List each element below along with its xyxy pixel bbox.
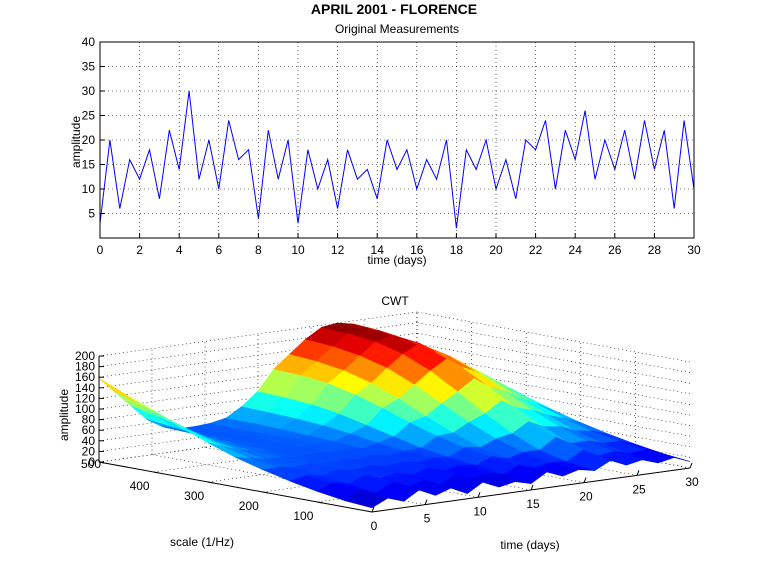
time-tick-label: 25 — [632, 482, 646, 496]
line-plot: Original Measurements 0 2 4 6 8 10 12 14 16 18 20 2… — [69, 22, 701, 267]
time-tick-mark — [530, 484, 534, 491]
x-tick-label: 24 — [569, 243, 583, 257]
time-tick-mark — [689, 462, 693, 469]
surface-plot-title: CWT — [381, 294, 409, 308]
time-tick-label: 20 — [579, 490, 593, 504]
time-tick-mark — [477, 492, 481, 498]
line-plot-title: Original Measurements — [335, 22, 459, 36]
time-tick-mark — [424, 499, 428, 505]
time-tick-mark — [636, 470, 640, 476]
surface-plot-ticks: 0510152025301002003004005000204060801001… — [75, 349, 699, 533]
surface-plot-surface — [98, 322, 691, 509]
amplitude-tick-label: 120 — [75, 391, 95, 405]
amplitude-tick-label: 100 — [75, 402, 95, 416]
time-tick-mark — [583, 477, 587, 483]
x-tick-label: 12 — [331, 243, 345, 257]
time-tick-label: 5 — [424, 512, 431, 526]
line-plot-series — [99, 90, 695, 229]
x-tick-label: 2 — [136, 243, 143, 257]
x-tick-label: 8 — [255, 243, 262, 257]
scale-tick-mark — [317, 501, 323, 504]
y-tick-label: 20 — [82, 133, 96, 147]
line-plot-xlabel: time (days) — [367, 253, 426, 267]
x-tick-label: 16 — [410, 243, 424, 257]
scale-tick-label: 100 — [293, 509, 313, 523]
surface-plot: CWT 051015202530100200300400500020406080… — [57, 294, 699, 552]
line-plot-grid — [100, 42, 694, 238]
y-tick-label: 5 — [88, 207, 95, 221]
scale-tick-mark — [153, 471, 159, 474]
time-tick-label: 0 — [371, 519, 378, 533]
x-tick-label: 28 — [648, 243, 662, 257]
amplitude-tick-label: 180 — [75, 360, 95, 374]
figure-title: APRIL 2001 - FLORENCE — [311, 1, 477, 17]
x-tick-label: 22 — [529, 243, 543, 257]
y-tick-label: 10 — [82, 182, 96, 196]
x-tick-label: 20 — [489, 243, 503, 257]
x-tick-label: 0 — [97, 243, 104, 257]
wall-grid-line — [98, 343, 418, 389]
time-tick-label: 10 — [473, 504, 487, 518]
x-tick-label: 26 — [608, 243, 622, 257]
surface-plot-ylabel: scale (1/Hz) — [170, 535, 234, 549]
amplitude-tick-label: 40 — [82, 434, 96, 448]
x-tick-label: 14 — [371, 243, 385, 257]
scale-tick-label: 300 — [184, 489, 204, 503]
amplitude-tick-label: 200 — [75, 349, 95, 363]
amplitude-tick-label: 160 — [75, 370, 95, 384]
wall-grid-line — [98, 354, 418, 399]
time-tick-label: 30 — [685, 475, 699, 489]
amplitude-tick-label: 80 — [82, 413, 96, 427]
y-tick-label: 30 — [82, 84, 96, 98]
y-tick-label: 25 — [82, 109, 96, 123]
scale-tick-label: 500 — [81, 457, 101, 471]
y-tick-label: 40 — [82, 35, 96, 49]
time-tick-label: 15 — [526, 497, 540, 511]
wall-grid-line — [98, 311, 418, 357]
surface-patch — [646, 449, 691, 462]
scale-tick-label: 200 — [239, 499, 259, 513]
wall-grid-line — [98, 322, 418, 367]
x-tick-label: 6 — [215, 243, 222, 257]
amplitude-tick-label: 20 — [82, 444, 96, 458]
x-tick-label: 30 — [687, 243, 701, 257]
scale-tick-label: 400 — [130, 479, 150, 493]
line-plot-ticks: 0 2 4 6 8 10 12 14 16 18 20 22 24 26 28 305101520253035… — [82, 35, 701, 257]
scale-tick-mark — [208, 481, 214, 484]
surface-plot-zlabel: amplitude — [57, 389, 71, 441]
amplitude-tick-label: 140 — [75, 381, 95, 395]
x-tick-label: 4 — [176, 243, 183, 257]
x-tick-label: 18 — [450, 243, 464, 257]
amplitude-tick-label: 0 — [88, 455, 95, 469]
scale-tick-mark — [262, 491, 268, 494]
y-tick-label: 15 — [82, 158, 96, 172]
amplitude-tick-label: 60 — [82, 423, 96, 437]
surface-plot-xlabel: time (days) — [500, 538, 559, 552]
line-plot-ylabel: amplitude — [69, 116, 83, 168]
time-tick-mark — [371, 506, 375, 513]
x-tick-label: 10 — [291, 243, 305, 257]
scale-axis-line — [98, 461, 373, 513]
y-tick-label: 35 — [82, 60, 96, 74]
